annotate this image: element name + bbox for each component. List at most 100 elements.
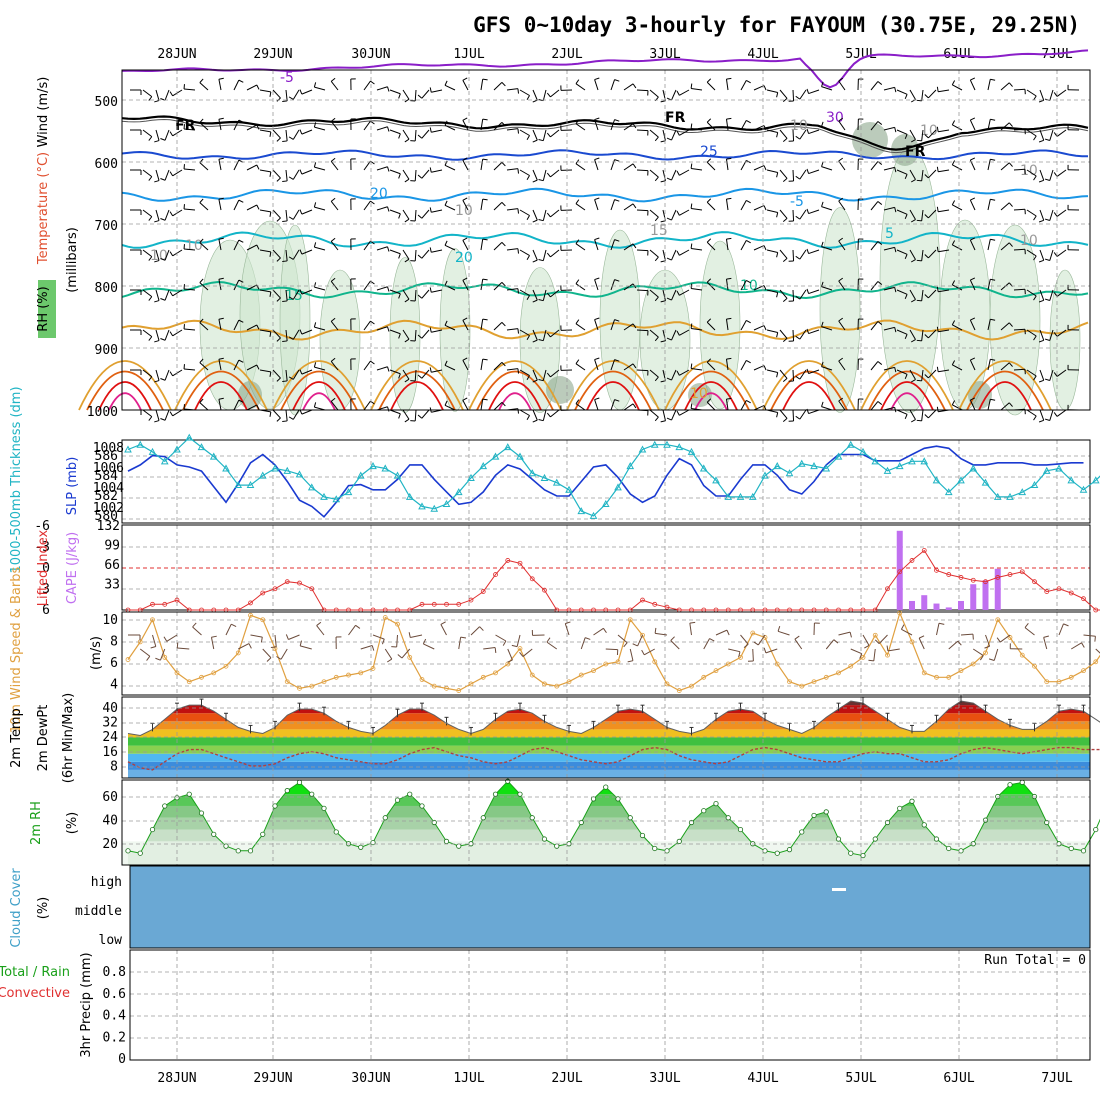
wind-barb <box>519 129 530 136</box>
wind-barb-flag <box>398 133 401 139</box>
lifted-index-point <box>505 558 511 563</box>
wind-barb <box>259 289 271 293</box>
wind-barb-flag <box>532 379 538 383</box>
wind-barb <box>987 279 991 291</box>
wind-speed-point <box>382 615 388 620</box>
wind-barb <box>753 205 765 211</box>
wind-barb <box>799 249 807 260</box>
wind-barb-flag <box>706 398 712 403</box>
wind-barb <box>740 80 747 91</box>
wind-speed-point <box>1093 659 1099 665</box>
pressure-tick: 1000 <box>87 405 118 420</box>
wind-barb <box>594 119 599 131</box>
rh-point <box>149 826 156 833</box>
wind-barb-flag <box>951 320 956 326</box>
wind-barb <box>363 400 371 411</box>
wind-barb <box>376 326 388 331</box>
wind-barb-flag <box>256 204 260 210</box>
precip-tick: 0.2 <box>103 1030 126 1045</box>
wind-barb-flag <box>1008 322 1013 327</box>
wind-barb <box>292 129 300 140</box>
wind-barb <box>594 199 599 211</box>
surface-isotherm <box>390 381 444 411</box>
wind-barb <box>766 249 778 253</box>
wind-speed-point <box>1044 679 1050 685</box>
wind-barb-flag <box>282 300 288 302</box>
wind-barb <box>301 369 313 375</box>
wind-barb <box>363 160 371 171</box>
wind-speed-point <box>701 674 707 680</box>
wind-barb <box>896 89 908 95</box>
wind-barb <box>285 129 288 141</box>
wind-barb <box>575 403 586 411</box>
wind-barb <box>480 319 484 331</box>
wind-barb <box>183 128 196 131</box>
wind-barb <box>927 129 937 139</box>
wind-barb-flag <box>276 297 281 302</box>
thickness-point <box>405 492 414 500</box>
bottom-date-label: 1JUL <box>453 1071 484 1086</box>
wind-barb-flag <box>398 93 401 99</box>
wind-barb-flag <box>546 132 551 138</box>
wind-barb <box>183 328 196 331</box>
wind-barb-flag <box>821 321 824 327</box>
wind-barb <box>152 634 157 647</box>
wind-barb-flag <box>654 176 659 182</box>
wind-barb-flag <box>894 367 897 373</box>
wind-barb <box>671 169 677 181</box>
wind-speed-point <box>419 677 425 682</box>
wind-barb-flag <box>330 237 336 242</box>
wind-barb <box>172 129 183 137</box>
cape-tick: 99 <box>104 539 120 554</box>
wind-barb-flag <box>990 158 996 161</box>
wind-barb <box>689 623 692 636</box>
temp-tick: 8 <box>110 759 118 774</box>
wind-barb-flag <box>155 657 161 661</box>
wind-barb <box>314 126 326 131</box>
wind-barb <box>1000 322 1010 331</box>
wind-barb <box>238 643 250 650</box>
wind-barb <box>218 359 222 371</box>
wind-barb <box>376 126 388 131</box>
wind-barb <box>199 202 209 211</box>
wind-barb-flag <box>517 368 520 374</box>
pressure-tick: 500 <box>95 95 118 110</box>
wind-barb-flag <box>996 637 1001 643</box>
isotherm-line <box>121 280 1089 300</box>
wind-barb <box>644 648 655 656</box>
wind-barb-flag <box>429 287 432 293</box>
wind-barb-flag <box>482 238 488 241</box>
wind-speed-point <box>591 668 596 674</box>
wind-barb <box>431 329 443 333</box>
surface-isotherm <box>958 360 1052 411</box>
bottom-date-label: 30JUN <box>351 1071 390 1086</box>
wind-barb-flag <box>1038 259 1044 263</box>
wind-barb-flag <box>904 214 908 220</box>
wind-barb-flag <box>404 178 410 183</box>
wind-barb <box>142 89 153 98</box>
thickness-point <box>736 492 745 500</box>
precip-total-label: Total / Rain <box>0 965 70 980</box>
lifted-index-point <box>248 600 253 606</box>
wind-barb <box>952 404 963 411</box>
wind-barb-flag <box>330 117 336 122</box>
wind-barb <box>1039 409 1045 421</box>
thickness-point <box>932 476 941 484</box>
isotherm-line <box>121 319 1089 341</box>
wind-barb <box>1049 249 1054 261</box>
surface-isotherm <box>860 360 954 411</box>
wind-barb <box>691 287 703 291</box>
thickness-point <box>197 443 206 451</box>
rh-point <box>321 805 327 811</box>
wind-barb <box>462 280 469 291</box>
wind-barb-flag <box>417 374 423 379</box>
wind-barb-flag <box>924 374 929 379</box>
wind-speed-point <box>346 672 351 678</box>
wind-barb <box>752 648 754 662</box>
wind-barb-flag <box>1033 175 1037 181</box>
wind-barb-flag <box>288 176 294 180</box>
wind-barb <box>725 239 729 251</box>
wind-speed-point <box>566 679 572 685</box>
rh-shade-dark <box>968 381 992 409</box>
